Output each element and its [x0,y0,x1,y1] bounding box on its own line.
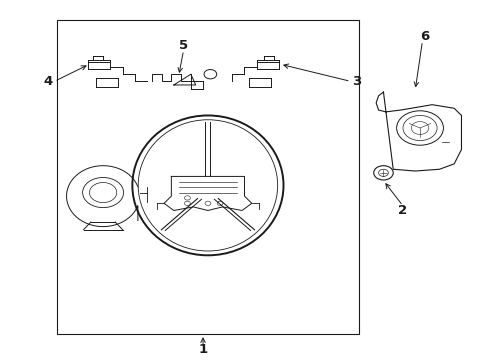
Text: 2: 2 [398,204,407,217]
Text: 6: 6 [419,30,428,43]
Text: 3: 3 [351,75,361,88]
Text: 5: 5 [179,39,188,52]
Text: 1: 1 [198,343,207,356]
Text: 4: 4 [44,75,53,88]
Bar [57,21,358,334]
